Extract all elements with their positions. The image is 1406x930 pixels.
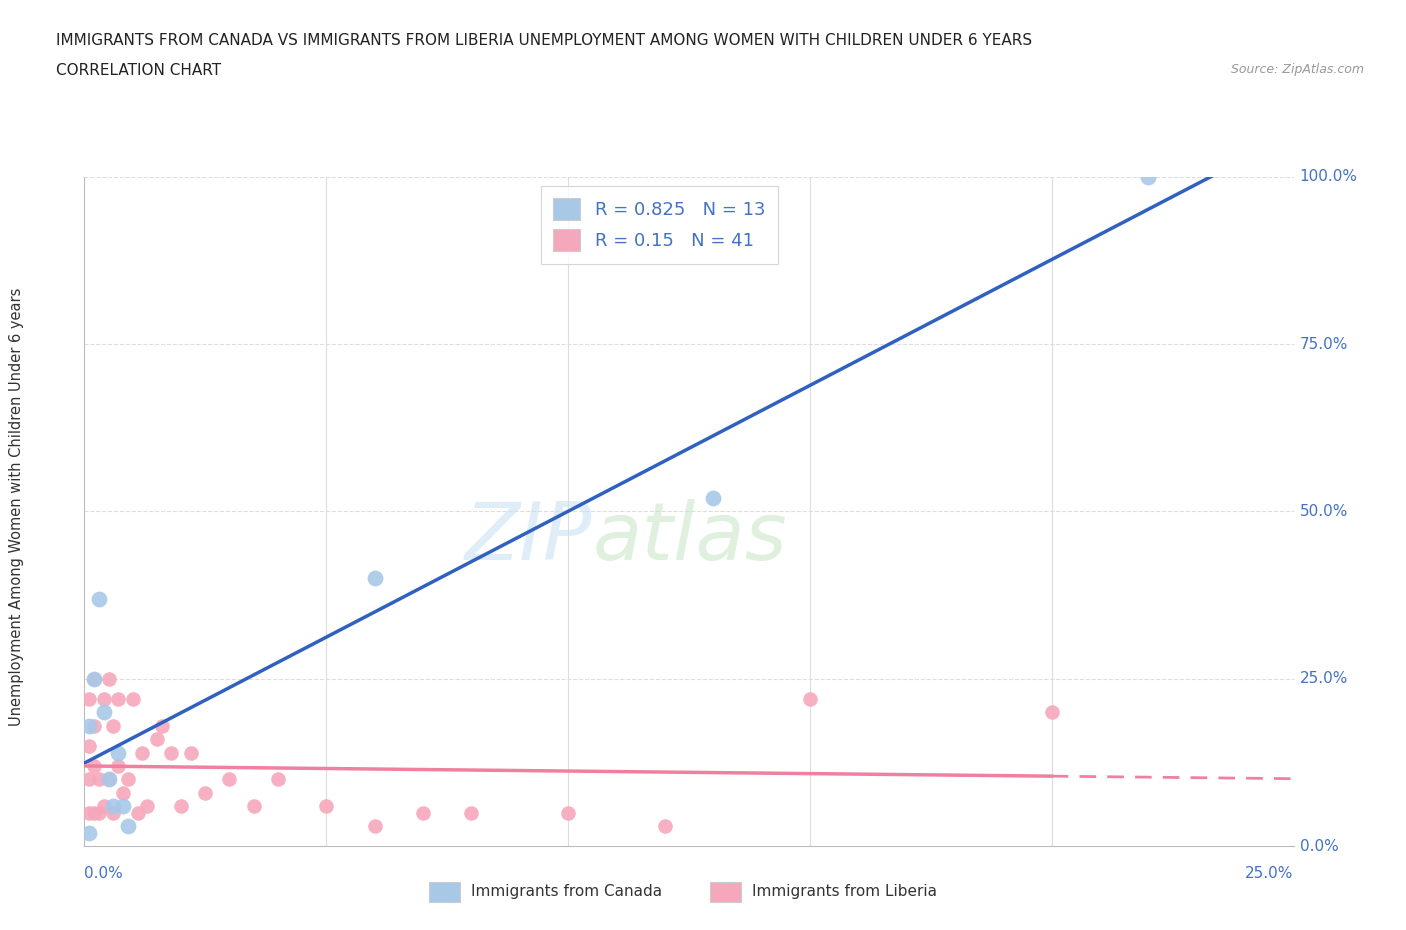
Point (799, 692, 821, 707)
Text: atlas: atlas (592, 499, 787, 578)
Point (77, 772, 100, 787)
Point (107, 745, 129, 760)
Point (180, 745, 202, 760)
Point (363, 571, 385, 586)
Text: 50.0%: 50.0% (1299, 504, 1348, 519)
Point (117, 772, 139, 787)
Point (1137, 169, 1160, 184)
Point (557, 805, 579, 820)
Text: Unemployment Among Women with Children Under 6 years: Unemployment Among Women with Children U… (10, 287, 24, 726)
Text: ZIP: ZIP (465, 499, 592, 578)
Point (194, 785, 217, 800)
Text: Source: ZipAtlas.com: Source: ZipAtlas.com (1230, 63, 1364, 76)
Point (702, 491, 724, 506)
Point (170, 799, 193, 814)
Point (654, 818, 676, 833)
Point (83, 805, 105, 820)
Point (83, 718, 105, 733)
Text: Immigrants from Canada: Immigrants from Canada (471, 884, 662, 899)
Text: 25.0%: 25.0% (1246, 867, 1294, 882)
Point (363, 818, 385, 833)
Point (112, 785, 135, 800)
Point (97, 671, 120, 686)
Text: Immigrants from Liberia: Immigrants from Liberia (752, 884, 938, 899)
Point (93, 692, 115, 707)
Point (77, 805, 100, 820)
Point (93, 705, 115, 720)
Point (97, 772, 120, 787)
Point (103, 799, 125, 814)
Point (77, 738, 100, 753)
Text: 0.0%: 0.0% (84, 867, 124, 882)
Point (242, 799, 264, 814)
Point (117, 818, 139, 833)
Point (315, 799, 337, 814)
Point (77, 692, 100, 707)
Point (136, 799, 159, 814)
Text: 75.0%: 75.0% (1299, 337, 1348, 352)
Point (121, 692, 143, 707)
Point (107, 692, 129, 707)
Text: CORRELATION CHART: CORRELATION CHART (56, 63, 221, 78)
Point (160, 745, 183, 760)
Point (267, 772, 290, 787)
Point (218, 772, 240, 787)
Point (77, 826, 100, 841)
Point (83, 759, 105, 774)
Text: 100.0%: 100.0% (1299, 169, 1358, 184)
Point (412, 805, 434, 820)
Point (460, 805, 482, 820)
Point (131, 745, 153, 760)
Legend: R = 0.825   N = 13, R = 0.15   N = 41: R = 0.825 N = 13, R = 0.15 N = 41 (541, 186, 778, 264)
Point (97, 772, 120, 787)
Text: 0.0%: 0.0% (1299, 839, 1339, 854)
Point (1040, 705, 1063, 720)
Point (112, 799, 135, 814)
Point (83, 671, 105, 686)
Point (107, 759, 129, 774)
Point (87, 772, 110, 787)
Point (103, 718, 125, 733)
Point (87, 591, 110, 606)
Point (127, 805, 149, 820)
Point (83, 671, 105, 686)
Point (103, 805, 125, 820)
Point (150, 718, 173, 733)
Point (146, 732, 169, 747)
Point (93, 799, 115, 814)
Text: IMMIGRANTS FROM CANADA VS IMMIGRANTS FROM LIBERIA UNEMPLOYMENT AMONG WOMEN WITH : IMMIGRANTS FROM CANADA VS IMMIGRANTS FRO… (56, 33, 1032, 47)
Point (77, 718, 100, 733)
Point (87, 805, 110, 820)
Text: 25.0%: 25.0% (1299, 671, 1348, 686)
